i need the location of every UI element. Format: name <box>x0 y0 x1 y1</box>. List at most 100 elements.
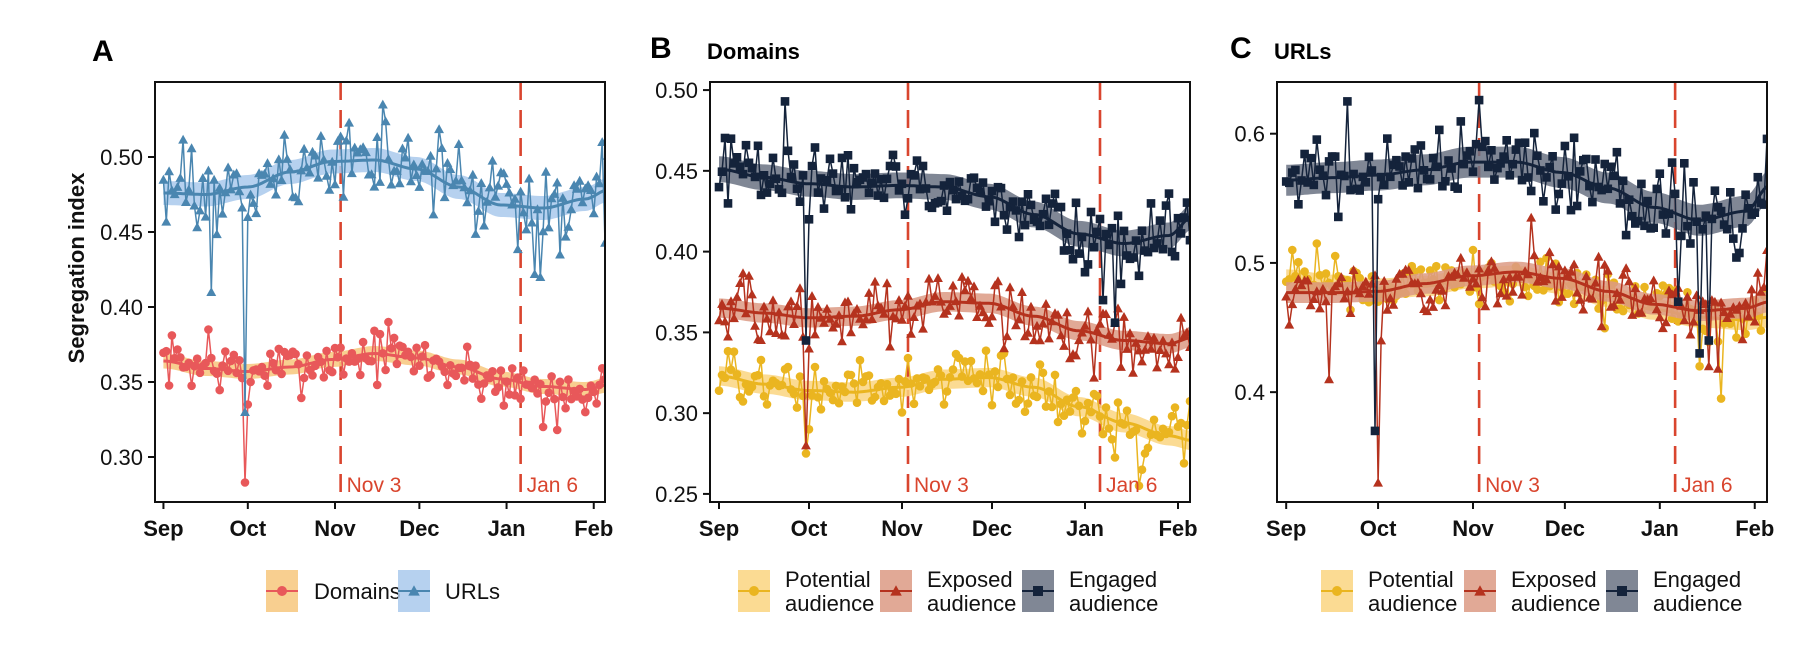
data-point <box>304 167 315 177</box>
data-point <box>1682 291 1693 301</box>
data-point <box>566 204 577 214</box>
data-point <box>563 221 574 231</box>
data-point <box>1501 290 1512 300</box>
legend-marker <box>1033 586 1043 596</box>
data-point <box>462 342 472 352</box>
data-point <box>366 169 377 179</box>
data-point <box>1348 265 1359 274</box>
data-point <box>574 175 585 185</box>
confidence-band-urls <box>163 148 605 220</box>
data-point <box>1428 302 1439 311</box>
y-tick-label: 0.35 <box>655 320 698 345</box>
data-point <box>215 385 224 395</box>
data-point <box>557 193 568 202</box>
data-point <box>377 99 388 109</box>
data-point <box>1740 298 1751 307</box>
data-point <box>870 392 880 402</box>
data-point <box>801 449 811 458</box>
data-point <box>356 370 365 380</box>
data-point <box>1416 288 1426 298</box>
data-point <box>1654 312 1665 322</box>
data-point <box>237 202 248 212</box>
y-tick-label: 0.30 <box>100 445 143 470</box>
data-point <box>1074 335 1084 345</box>
data-point <box>1303 178 1312 187</box>
data-point <box>1035 221 1045 231</box>
data-point <box>714 315 724 325</box>
data-point <box>1428 153 1438 163</box>
data-point <box>1732 253 1741 262</box>
data-point <box>1609 171 1619 181</box>
data-point <box>588 208 599 218</box>
data-point <box>468 374 478 383</box>
data-point <box>1526 212 1537 222</box>
data-point <box>1432 261 1441 271</box>
data-point <box>259 168 270 178</box>
data-point <box>552 425 562 435</box>
data-point <box>1008 197 1018 206</box>
legend-marker <box>408 585 420 596</box>
data-point <box>1363 288 1374 298</box>
data-point <box>1346 185 1355 195</box>
data-point <box>1640 221 1649 231</box>
x-tick-label: Sep <box>143 516 183 541</box>
data-point <box>1556 292 1567 301</box>
data-point <box>1059 341 1069 350</box>
data-point <box>538 226 549 236</box>
data-point <box>984 318 994 327</box>
data-point <box>1382 304 1393 314</box>
data-point <box>192 222 203 232</box>
data-point <box>1560 141 1570 151</box>
data-point <box>1083 260 1093 269</box>
data-point <box>1493 163 1502 173</box>
data-point <box>978 178 988 187</box>
data-point <box>726 296 736 306</box>
legend-item-potential-audience: Potential audience <box>1321 567 1457 616</box>
data-point <box>1152 239 1162 248</box>
data-point <box>162 346 171 356</box>
data-point <box>1026 301 1036 311</box>
data-point <box>197 173 208 182</box>
data-point <box>933 273 943 282</box>
data-point <box>786 172 796 182</box>
data-point <box>1569 133 1579 143</box>
data-point <box>1530 128 1539 138</box>
data-point <box>387 344 396 353</box>
legend-label-line: audience <box>785 591 874 616</box>
data-point <box>1404 178 1413 187</box>
data-point <box>477 394 486 404</box>
data-point <box>221 347 230 356</box>
data-point <box>1182 420 1190 430</box>
data-point <box>541 166 551 176</box>
data-point <box>394 178 405 188</box>
data-point <box>789 160 799 169</box>
data-point <box>217 208 228 218</box>
data-point <box>442 158 453 167</box>
data-point <box>801 336 811 345</box>
y-tick-label: 0.25 <box>655 482 698 507</box>
data-point <box>882 278 892 288</box>
legend-label-line: audience <box>1069 591 1158 616</box>
data-point <box>526 217 537 227</box>
data-point <box>1569 299 1579 309</box>
data-point <box>1137 356 1147 366</box>
data-point <box>891 313 901 323</box>
data-point <box>1636 307 1647 317</box>
data-point <box>1520 138 1530 147</box>
data-point <box>1101 229 1111 239</box>
y-tick-label: 0.45 <box>100 220 143 245</box>
data-point <box>1011 320 1021 330</box>
data-point <box>1572 287 1583 297</box>
data-point <box>849 379 859 388</box>
data-point <box>792 403 802 412</box>
data-point <box>1116 279 1126 289</box>
data-point <box>335 131 346 141</box>
data-point <box>1083 306 1093 316</box>
data-point <box>600 374 605 384</box>
data-point <box>1484 162 1493 172</box>
data-point <box>1041 299 1051 308</box>
data-point <box>403 132 414 142</box>
data-point <box>1648 275 1659 285</box>
data-point <box>927 203 937 213</box>
data-point <box>1026 373 1036 382</box>
